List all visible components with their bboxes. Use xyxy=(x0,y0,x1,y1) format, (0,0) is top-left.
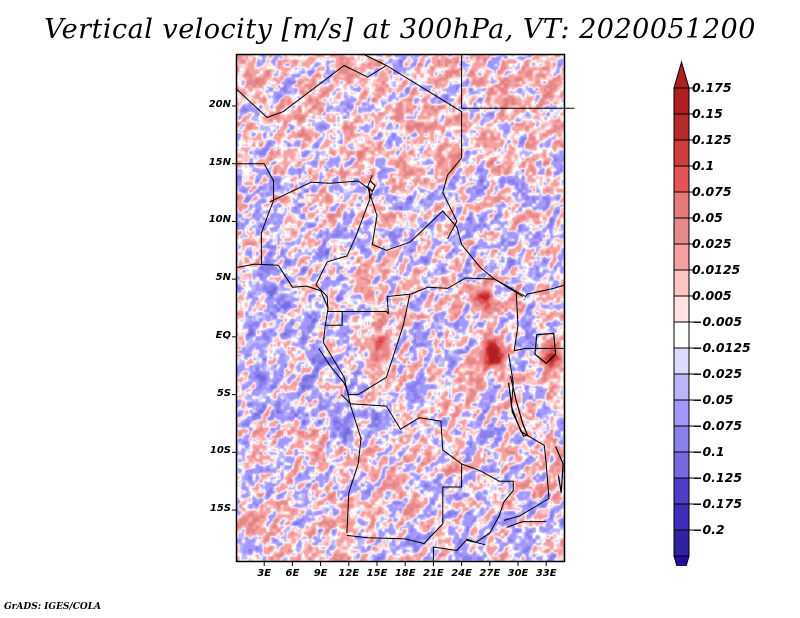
lake-outlines xyxy=(367,180,564,493)
axis-ticks xyxy=(232,105,547,566)
colorbar xyxy=(673,60,693,566)
country-border xyxy=(235,65,463,239)
colorbar-band xyxy=(673,295,690,323)
colorbar-band xyxy=(673,87,690,115)
grads-credit: GrADS: IGES/COLA xyxy=(4,602,102,612)
lat-tick-label: EQ xyxy=(215,329,231,341)
country-border xyxy=(269,180,370,203)
lat-tick-label: 10N xyxy=(208,214,231,226)
map-frame xyxy=(235,53,566,563)
colorbar-band xyxy=(673,321,690,349)
lake-outline xyxy=(534,332,557,365)
lat-tick-label: 15N xyxy=(208,156,231,168)
colorbar-label: 0.15 xyxy=(692,106,723,121)
country-border xyxy=(236,163,275,265)
colorbar-label: −0.05 xyxy=(692,392,734,407)
map-panel xyxy=(232,53,575,566)
country-borders xyxy=(235,53,575,562)
colorbar-band xyxy=(673,399,690,427)
country-border xyxy=(513,290,519,351)
lon-tick-label: 15E xyxy=(366,568,388,579)
lake-outline xyxy=(508,375,529,437)
colorbar-label: 0.075 xyxy=(692,184,732,199)
colorbar-band xyxy=(673,477,690,505)
country-border xyxy=(514,347,565,352)
colorbar-label: 0.005 xyxy=(692,288,732,303)
lon-tick-label: 3E xyxy=(257,568,272,579)
colorbar-band xyxy=(673,217,690,245)
lon-tick-label: 30E xyxy=(507,568,529,579)
colorbar-label: 0.125 xyxy=(692,132,732,147)
lat-tick-label: 5S xyxy=(216,387,231,399)
colorbar-band xyxy=(673,113,690,141)
colorbar-label: 0.1 xyxy=(692,158,715,173)
colorbar-label: 0.025 xyxy=(692,236,732,251)
country-border xyxy=(432,539,486,562)
lon-tick-label: 21E xyxy=(423,568,444,579)
colorbar-band xyxy=(673,139,690,167)
colorbar-band xyxy=(673,269,690,297)
lake-outline xyxy=(367,180,376,193)
country-border xyxy=(461,463,514,543)
country-border xyxy=(367,175,566,297)
colorbar-label: −0.175 xyxy=(692,496,743,511)
plot-title: Vertical velocity [m/s] at 300hPa, VT: 2… xyxy=(44,14,756,45)
lat-tick-label: 10S xyxy=(209,445,231,457)
colorbar-band xyxy=(673,425,690,453)
colorbar-band xyxy=(673,529,690,557)
lon-tick-label: 33E xyxy=(535,568,557,579)
colorbar-label: −0.005 xyxy=(692,314,743,329)
country-border xyxy=(315,277,523,315)
colorbar-label: 0.05 xyxy=(692,210,723,225)
colorbar-band xyxy=(673,347,690,375)
lon-tick-label: 24E xyxy=(451,568,472,579)
country-border xyxy=(461,54,575,109)
coastline xyxy=(235,263,362,534)
colorbar-label: −0.025 xyxy=(692,366,743,381)
lat-tick-label: 20N xyxy=(208,98,231,110)
colorbar-label: −0.075 xyxy=(692,418,743,433)
velocity-field xyxy=(236,54,565,562)
colorbar-band xyxy=(673,165,690,193)
country-border xyxy=(315,192,373,286)
colorbar-band xyxy=(673,451,690,479)
lon-tick-label: 6E xyxy=(285,568,300,579)
colorbar-band xyxy=(673,191,690,219)
lake-outline xyxy=(555,446,564,493)
lon-tick-label: 12E xyxy=(338,568,360,579)
colorbar-label: −0.1 xyxy=(692,444,725,459)
colorbar-label: −0.125 xyxy=(692,470,743,485)
map-overlay xyxy=(232,53,575,566)
country-border xyxy=(340,394,463,544)
colorbar-band xyxy=(673,373,690,401)
colorbar-band xyxy=(673,243,690,271)
lon-tick-label: 27E xyxy=(479,568,501,579)
country-border xyxy=(325,311,343,326)
colorbar-label: −0.2 xyxy=(692,522,725,537)
country-border xyxy=(506,521,547,528)
country-border xyxy=(318,293,411,396)
country-border xyxy=(362,53,387,66)
lat-tick-label: 5N xyxy=(215,272,231,284)
country-border xyxy=(503,354,550,521)
colorbar-top-arrow xyxy=(673,60,690,89)
lon-tick-label: 18E xyxy=(394,568,416,579)
lat-tick-label: 15S xyxy=(209,503,231,515)
colorbar-label: 0.0125 xyxy=(692,262,741,277)
colorbar-label: −0.0125 xyxy=(692,340,751,355)
colorbar-band xyxy=(673,503,690,531)
colorbar-bottom-arrow xyxy=(673,555,690,566)
colorbar-label: 0.175 xyxy=(692,80,732,95)
lon-tick-label: 9E xyxy=(313,568,328,579)
